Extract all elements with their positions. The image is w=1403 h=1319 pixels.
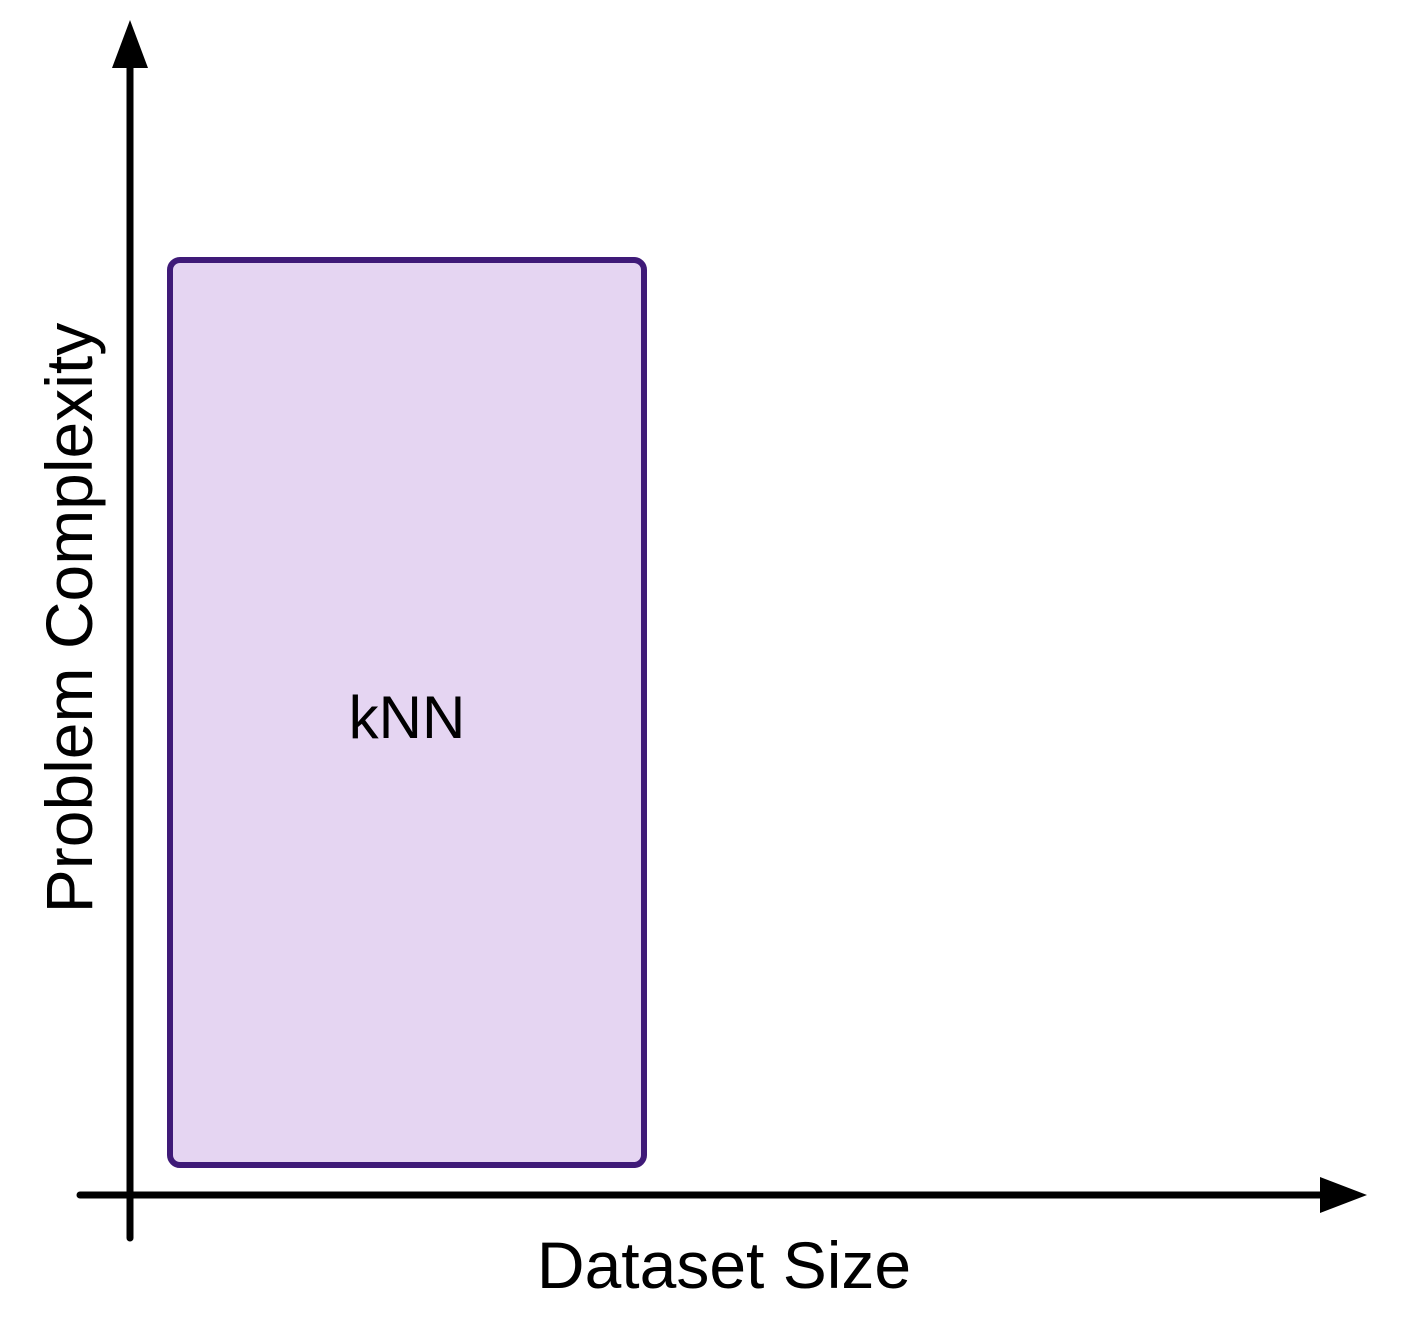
x-axis-label: Dataset Size: [537, 1228, 911, 1302]
knn-region-box: [167, 257, 647, 1168]
y-axis-label: Problem Complexity: [32, 323, 106, 914]
y-axis-arrowhead: [112, 20, 148, 68]
knn-region-label: kNN: [349, 684, 466, 751]
x-axis-arrowhead: [1320, 1177, 1367, 1213]
